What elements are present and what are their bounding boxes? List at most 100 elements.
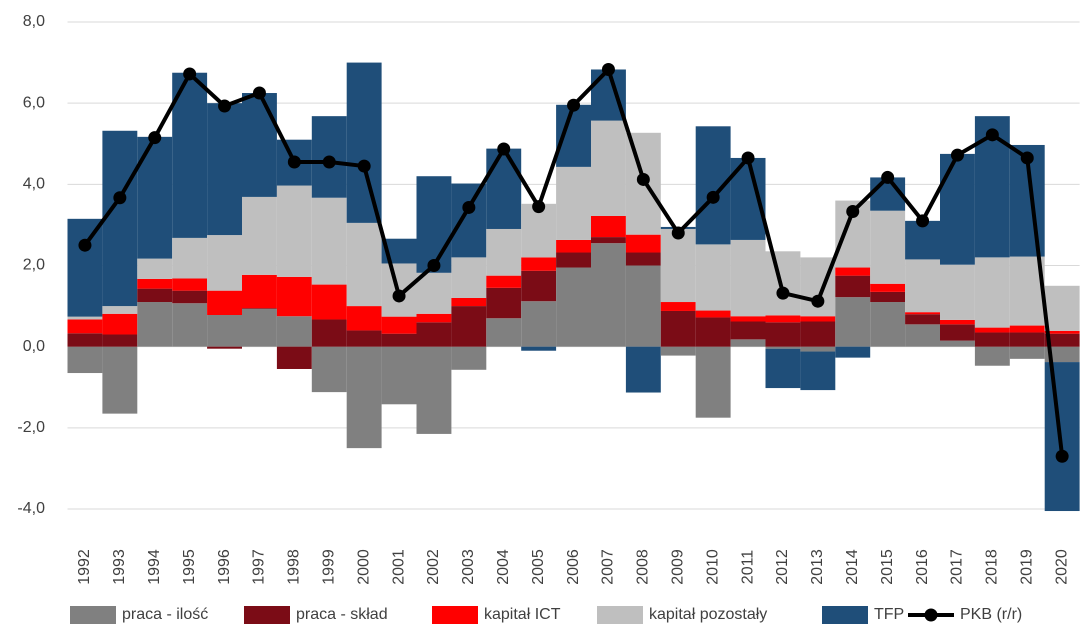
line-marker bbox=[741, 151, 755, 165]
x-tick-label: 1999 bbox=[320, 549, 337, 585]
bar-segment bbox=[765, 322, 801, 347]
bar-segment bbox=[591, 237, 626, 244]
bar-segment bbox=[67, 319, 103, 334]
bar-segment bbox=[207, 315, 242, 347]
x-tick-label: 2015 bbox=[879, 549, 896, 585]
bar-segment bbox=[940, 264, 975, 320]
x-tick-label: 2000 bbox=[355, 549, 372, 585]
bar-segment bbox=[346, 346, 382, 449]
bar-segment bbox=[870, 210, 906, 284]
line-marker bbox=[567, 98, 581, 112]
bar-segment bbox=[207, 103, 242, 236]
legend-swatch bbox=[432, 606, 478, 624]
bar-segment bbox=[67, 316, 103, 320]
bar-segment bbox=[870, 291, 906, 303]
bar-segment bbox=[137, 288, 173, 303]
bar-segment bbox=[311, 319, 347, 347]
x-tick-label: 2006 bbox=[565, 549, 582, 585]
line-marker bbox=[1020, 151, 1034, 165]
x-tick-label: 2005 bbox=[530, 549, 547, 585]
bar-segment bbox=[1044, 333, 1080, 347]
line-marker bbox=[357, 159, 371, 173]
legend-label: kapitał ICT bbox=[484, 606, 561, 623]
line-marker bbox=[322, 155, 336, 169]
line-marker bbox=[881, 170, 895, 184]
bar-segment bbox=[381, 346, 417, 405]
x-tick-label: 2011 bbox=[739, 550, 756, 585]
bar-segment bbox=[591, 120, 626, 216]
bar-segment bbox=[660, 302, 696, 311]
line-marker bbox=[462, 200, 476, 214]
bar-segment bbox=[695, 310, 731, 318]
bar-segment bbox=[172, 278, 208, 291]
bar-segment bbox=[835, 297, 871, 347]
line-marker bbox=[985, 128, 999, 142]
x-tick-label: 2002 bbox=[425, 549, 442, 585]
bar-segment bbox=[625, 252, 661, 266]
bar-segment bbox=[800, 346, 836, 352]
bar-segment bbox=[486, 148, 522, 229]
bar-segment bbox=[102, 346, 138, 414]
x-tick-label: 1997 bbox=[251, 549, 268, 585]
bar-segment bbox=[381, 333, 417, 347]
bar-segment bbox=[276, 185, 312, 277]
line-marker bbox=[497, 142, 511, 156]
bar-segment bbox=[172, 303, 208, 347]
x-tick-label: 1993 bbox=[111, 549, 128, 585]
bar-segment bbox=[451, 306, 487, 347]
line-marker bbox=[427, 259, 441, 272]
bar-segment bbox=[521, 270, 557, 302]
bar-segment bbox=[695, 346, 731, 418]
y-tick-label: -4,0 bbox=[17, 500, 45, 517]
bar-segment bbox=[940, 319, 975, 325]
bar-segment bbox=[940, 324, 975, 341]
x-tick-label: 2007 bbox=[600, 549, 617, 585]
bar-segment bbox=[1044, 346, 1080, 363]
bar-segment bbox=[416, 322, 452, 347]
bar-segment bbox=[870, 302, 906, 347]
x-tick-label: 2012 bbox=[774, 549, 791, 585]
bar-segment bbox=[242, 308, 277, 347]
bar-segment bbox=[905, 324, 940, 347]
bar-segment bbox=[67, 346, 103, 374]
bar-segment bbox=[556, 252, 591, 268]
line-marker bbox=[78, 238, 92, 252]
bar-segment bbox=[974, 346, 1010, 366]
x-tick-label: 2017 bbox=[949, 549, 966, 585]
legend-swatch bbox=[822, 606, 868, 624]
bar-segment bbox=[660, 346, 696, 356]
y-tick-label: 8,0 bbox=[23, 13, 45, 30]
x-tick-label: 2014 bbox=[844, 549, 861, 585]
bar-segment bbox=[974, 327, 1010, 333]
bar-segment bbox=[486, 275, 522, 288]
bar-segment bbox=[346, 306, 382, 331]
bar-segment bbox=[625, 265, 661, 347]
bar-segment bbox=[346, 330, 382, 347]
bar-segment bbox=[311, 284, 347, 320]
y-tick-label: 0,0 bbox=[23, 338, 45, 355]
bar-segment bbox=[905, 312, 940, 315]
bar-segment bbox=[625, 234, 661, 253]
line-marker bbox=[532, 200, 546, 214]
bar-segment bbox=[102, 313, 138, 335]
bar-segment bbox=[242, 308, 277, 309]
bar-segment bbox=[974, 257, 1010, 328]
line-marker bbox=[218, 99, 232, 113]
line-marker bbox=[671, 226, 685, 240]
line-marker bbox=[392, 289, 406, 303]
x-tick-label: 2001 bbox=[390, 549, 407, 585]
bar-segment bbox=[1009, 325, 1045, 333]
bar-segment bbox=[207, 290, 242, 316]
bar-segment bbox=[905, 259, 940, 313]
bar-segment bbox=[276, 346, 312, 369]
bar-segment bbox=[137, 278, 173, 289]
legend-marker bbox=[924, 608, 938, 622]
bar-segment bbox=[242, 196, 277, 275]
bar-segment bbox=[416, 272, 452, 314]
bar-segment bbox=[276, 316, 312, 347]
x-tick-label: 2019 bbox=[1018, 549, 1035, 585]
x-tick-label: 1995 bbox=[181, 549, 198, 585]
legend-label: praca - skład bbox=[296, 606, 388, 623]
y-tick-label: 2,0 bbox=[23, 257, 45, 274]
x-tick-label: 1994 bbox=[146, 549, 163, 585]
